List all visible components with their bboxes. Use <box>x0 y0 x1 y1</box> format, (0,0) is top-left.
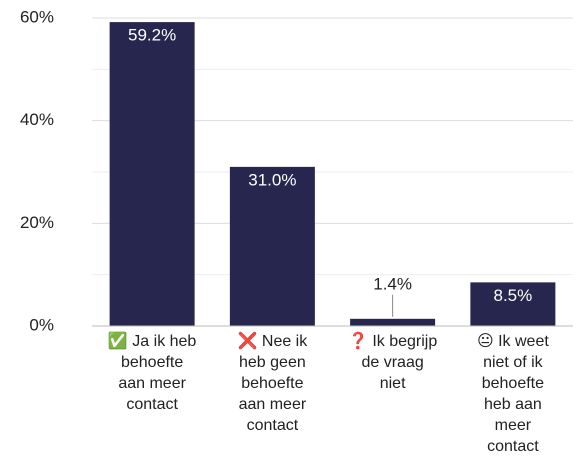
x-tick-label-box: ❓ Ik begrijp de vraag niet <box>347 333 438 392</box>
x-tick-label: 😐 Ik weet niet of ik behoefte heb aan me… <box>476 333 549 455</box>
bar <box>109 22 195 327</box>
y-tick-label: 20% <box>20 213 54 232</box>
y-tick-label: 0% <box>29 315 54 334</box>
value-label: 31.0% <box>248 170 296 189</box>
bar <box>229 166 315 326</box>
value-label: 8.5% <box>494 286 533 305</box>
x-tick-label-box: ✅ Ja ik heb behoefte aan meer contact <box>107 333 197 413</box>
value-label: 1.4% <box>373 274 412 293</box>
y-tick-label: 40% <box>20 110 54 129</box>
value-label: 59.2% <box>128 26 176 45</box>
bar <box>470 282 556 326</box>
x-tick-label-box: ❌ Nee ik heb geen behoefte aan meer cont… <box>237 333 308 434</box>
x-tick-label: ❌ Nee ik heb geen behoefte aan meer cont… <box>237 333 308 434</box>
bar <box>350 318 436 326</box>
x-tick-label-box: 😐 Ik weet niet of ik behoefte heb aan me… <box>476 333 549 455</box>
x-tick-label: ✅ Ja ik heb behoefte aan meer contact <box>107 333 197 413</box>
x-tick-label: ❓ Ik begrijp de vraag niet <box>347 333 438 392</box>
y-tick-label: 60% <box>20 7 54 26</box>
